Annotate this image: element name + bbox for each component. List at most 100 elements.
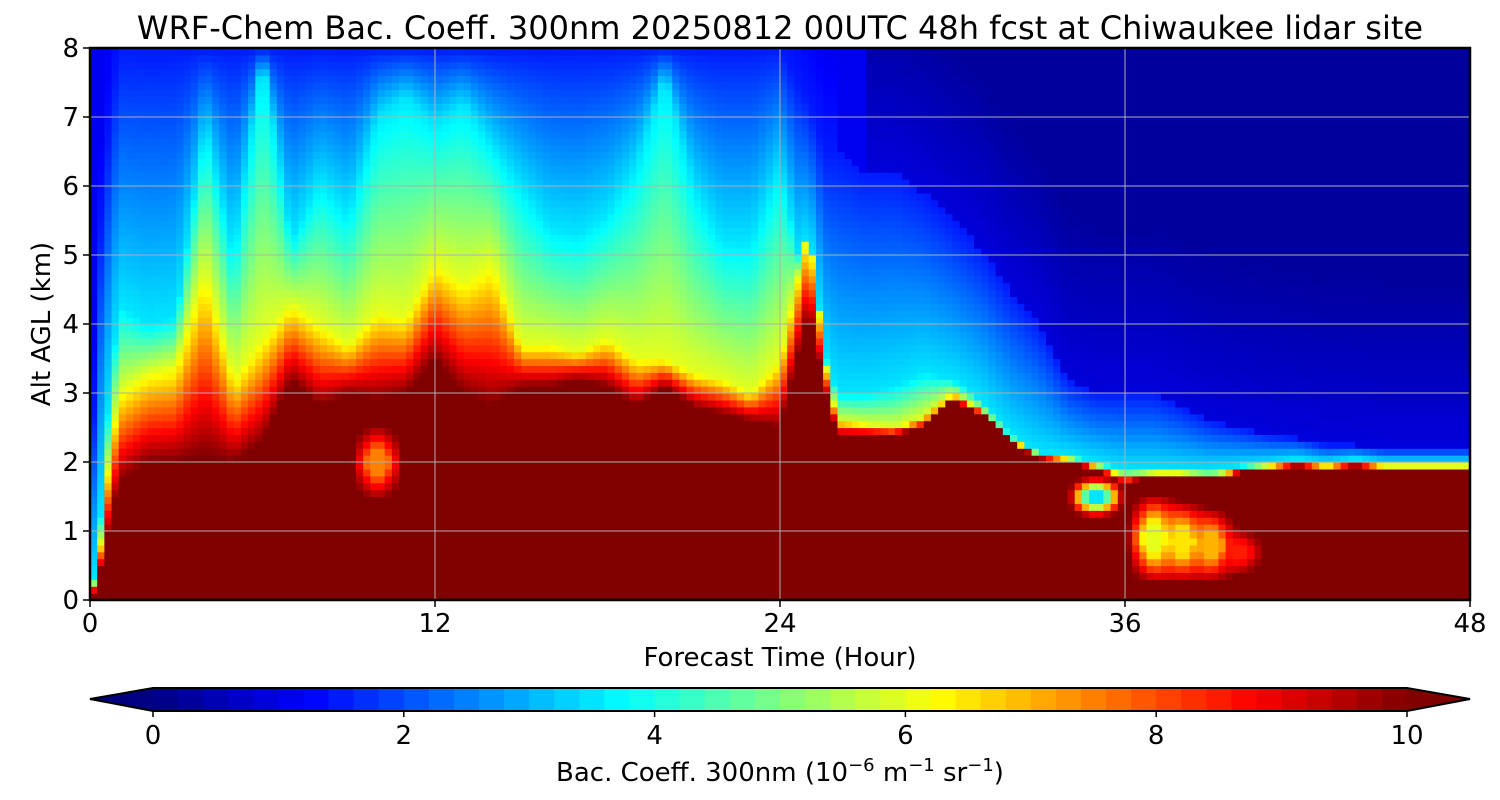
heatmap-cell <box>384 482 393 491</box>
heatmap-cell <box>305 255 314 263</box>
heatmap-cell <box>104 268 113 277</box>
heatmap-cell <box>197 455 206 463</box>
heatmap-cell <box>291 393 300 401</box>
heatmap-cell <box>377 572 386 580</box>
heatmap-cell <box>384 275 393 284</box>
heatmap-cell <box>291 103 300 111</box>
heatmap-cell <box>499 551 508 560</box>
heatmap-cell <box>111 482 120 491</box>
heatmap-cell <box>499 455 508 463</box>
heatmap-cell <box>284 434 292 442</box>
heatmap-cell <box>125 158 134 166</box>
heatmap-cell <box>176 234 185 242</box>
heatmap-cell <box>399 455 407 463</box>
heatmap-cell <box>240 165 249 173</box>
heatmap-cell <box>140 227 149 235</box>
heatmap-cell <box>442 365 450 373</box>
heatmap-cell <box>348 275 357 284</box>
heatmap-cell <box>183 54 192 63</box>
heatmap-cell <box>212 427 220 435</box>
heatmap-cell <box>427 468 436 477</box>
heatmap-cell <box>255 275 264 284</box>
heatmap-cell <box>197 310 206 318</box>
heatmap-cell <box>269 503 278 511</box>
heatmap-cell <box>506 448 515 456</box>
heatmap-cell <box>240 420 249 429</box>
heatmap-cell <box>442 489 450 498</box>
heatmap-cell <box>420 503 429 511</box>
heatmap-cell <box>298 337 307 346</box>
heatmap-cell <box>399 227 407 235</box>
heatmap-cell <box>485 158 494 166</box>
heatmap-cell <box>442 48 450 56</box>
heatmap-cell <box>291 61 300 70</box>
heatmap-cell <box>470 89 479 97</box>
heatmap-cell <box>391 351 400 360</box>
heatmap-cell <box>463 496 472 504</box>
heatmap-cell <box>355 137 364 146</box>
heatmap-cell <box>384 468 393 477</box>
heatmap-cell <box>169 213 177 222</box>
heatmap-cell <box>154 475 163 484</box>
heatmap-cell <box>485 89 494 97</box>
heatmap-cell <box>456 158 465 166</box>
heatmap-cell <box>348 344 357 353</box>
heatmap-cell <box>291 192 300 201</box>
heatmap-cell <box>97 579 105 587</box>
heatmap-cell <box>406 413 415 422</box>
heatmap-cell <box>111 130 120 139</box>
heatmap-cell <box>305 241 314 249</box>
heatmap-cell <box>90 399 98 408</box>
heatmap-cell <box>169 351 177 360</box>
heatmap-cell <box>528 179 537 187</box>
heatmap-cell <box>499 213 508 222</box>
heatmap-cell <box>140 261 149 270</box>
heatmap-cell <box>233 551 242 560</box>
heatmap-cell <box>485 186 494 194</box>
heatmap-cell <box>111 468 120 477</box>
heatmap-cell <box>406 365 415 373</box>
heatmap-cell <box>154 565 163 573</box>
heatmap-cell <box>478 289 486 297</box>
heatmap-cell <box>499 496 508 504</box>
heatmap-cell <box>449 399 458 408</box>
heatmap-cell <box>197 165 206 173</box>
heatmap-cell <box>478 234 486 242</box>
heatmap-cell <box>341 103 350 111</box>
heatmap-cell <box>269 179 278 187</box>
heatmap-cell <box>176 344 185 353</box>
heatmap-cell <box>420 303 429 311</box>
heatmap-cell <box>183 572 192 580</box>
heatmap-cell <box>528 365 537 373</box>
heatmap-cell <box>147 282 156 291</box>
heatmap-cell <box>140 406 149 415</box>
heatmap-cell <box>370 158 379 166</box>
heatmap-cell <box>521 551 530 560</box>
heatmap-cell <box>255 310 264 318</box>
heatmap-cell <box>420 165 429 173</box>
heatmap-cell <box>190 503 199 511</box>
heatmap-cell <box>521 393 530 401</box>
heatmap-cell <box>262 255 271 263</box>
heatmap-cell <box>197 330 206 339</box>
heatmap-cell <box>125 179 134 187</box>
heatmap-cell <box>197 110 206 118</box>
heatmap-cell <box>470 489 479 498</box>
heatmap-cell <box>118 344 127 353</box>
heatmap-cell <box>420 489 429 498</box>
heatmap-cell <box>169 330 177 339</box>
heatmap-cell <box>169 158 177 166</box>
heatmap-cell <box>320 275 328 284</box>
heatmap-cell <box>348 517 357 525</box>
heatmap-cell <box>341 324 350 332</box>
heatmap-cell <box>219 130 228 139</box>
heatmap-cell <box>535 351 544 360</box>
heatmap-cell <box>406 137 415 146</box>
heatmap-cell <box>205 365 213 373</box>
heatmap-cell <box>183 517 192 525</box>
heatmap-cell <box>377 261 386 270</box>
heatmap-cell <box>219 123 228 132</box>
heatmap-cell <box>169 137 177 146</box>
heatmap-cell <box>427 255 436 263</box>
heatmap-cell <box>291 186 300 194</box>
